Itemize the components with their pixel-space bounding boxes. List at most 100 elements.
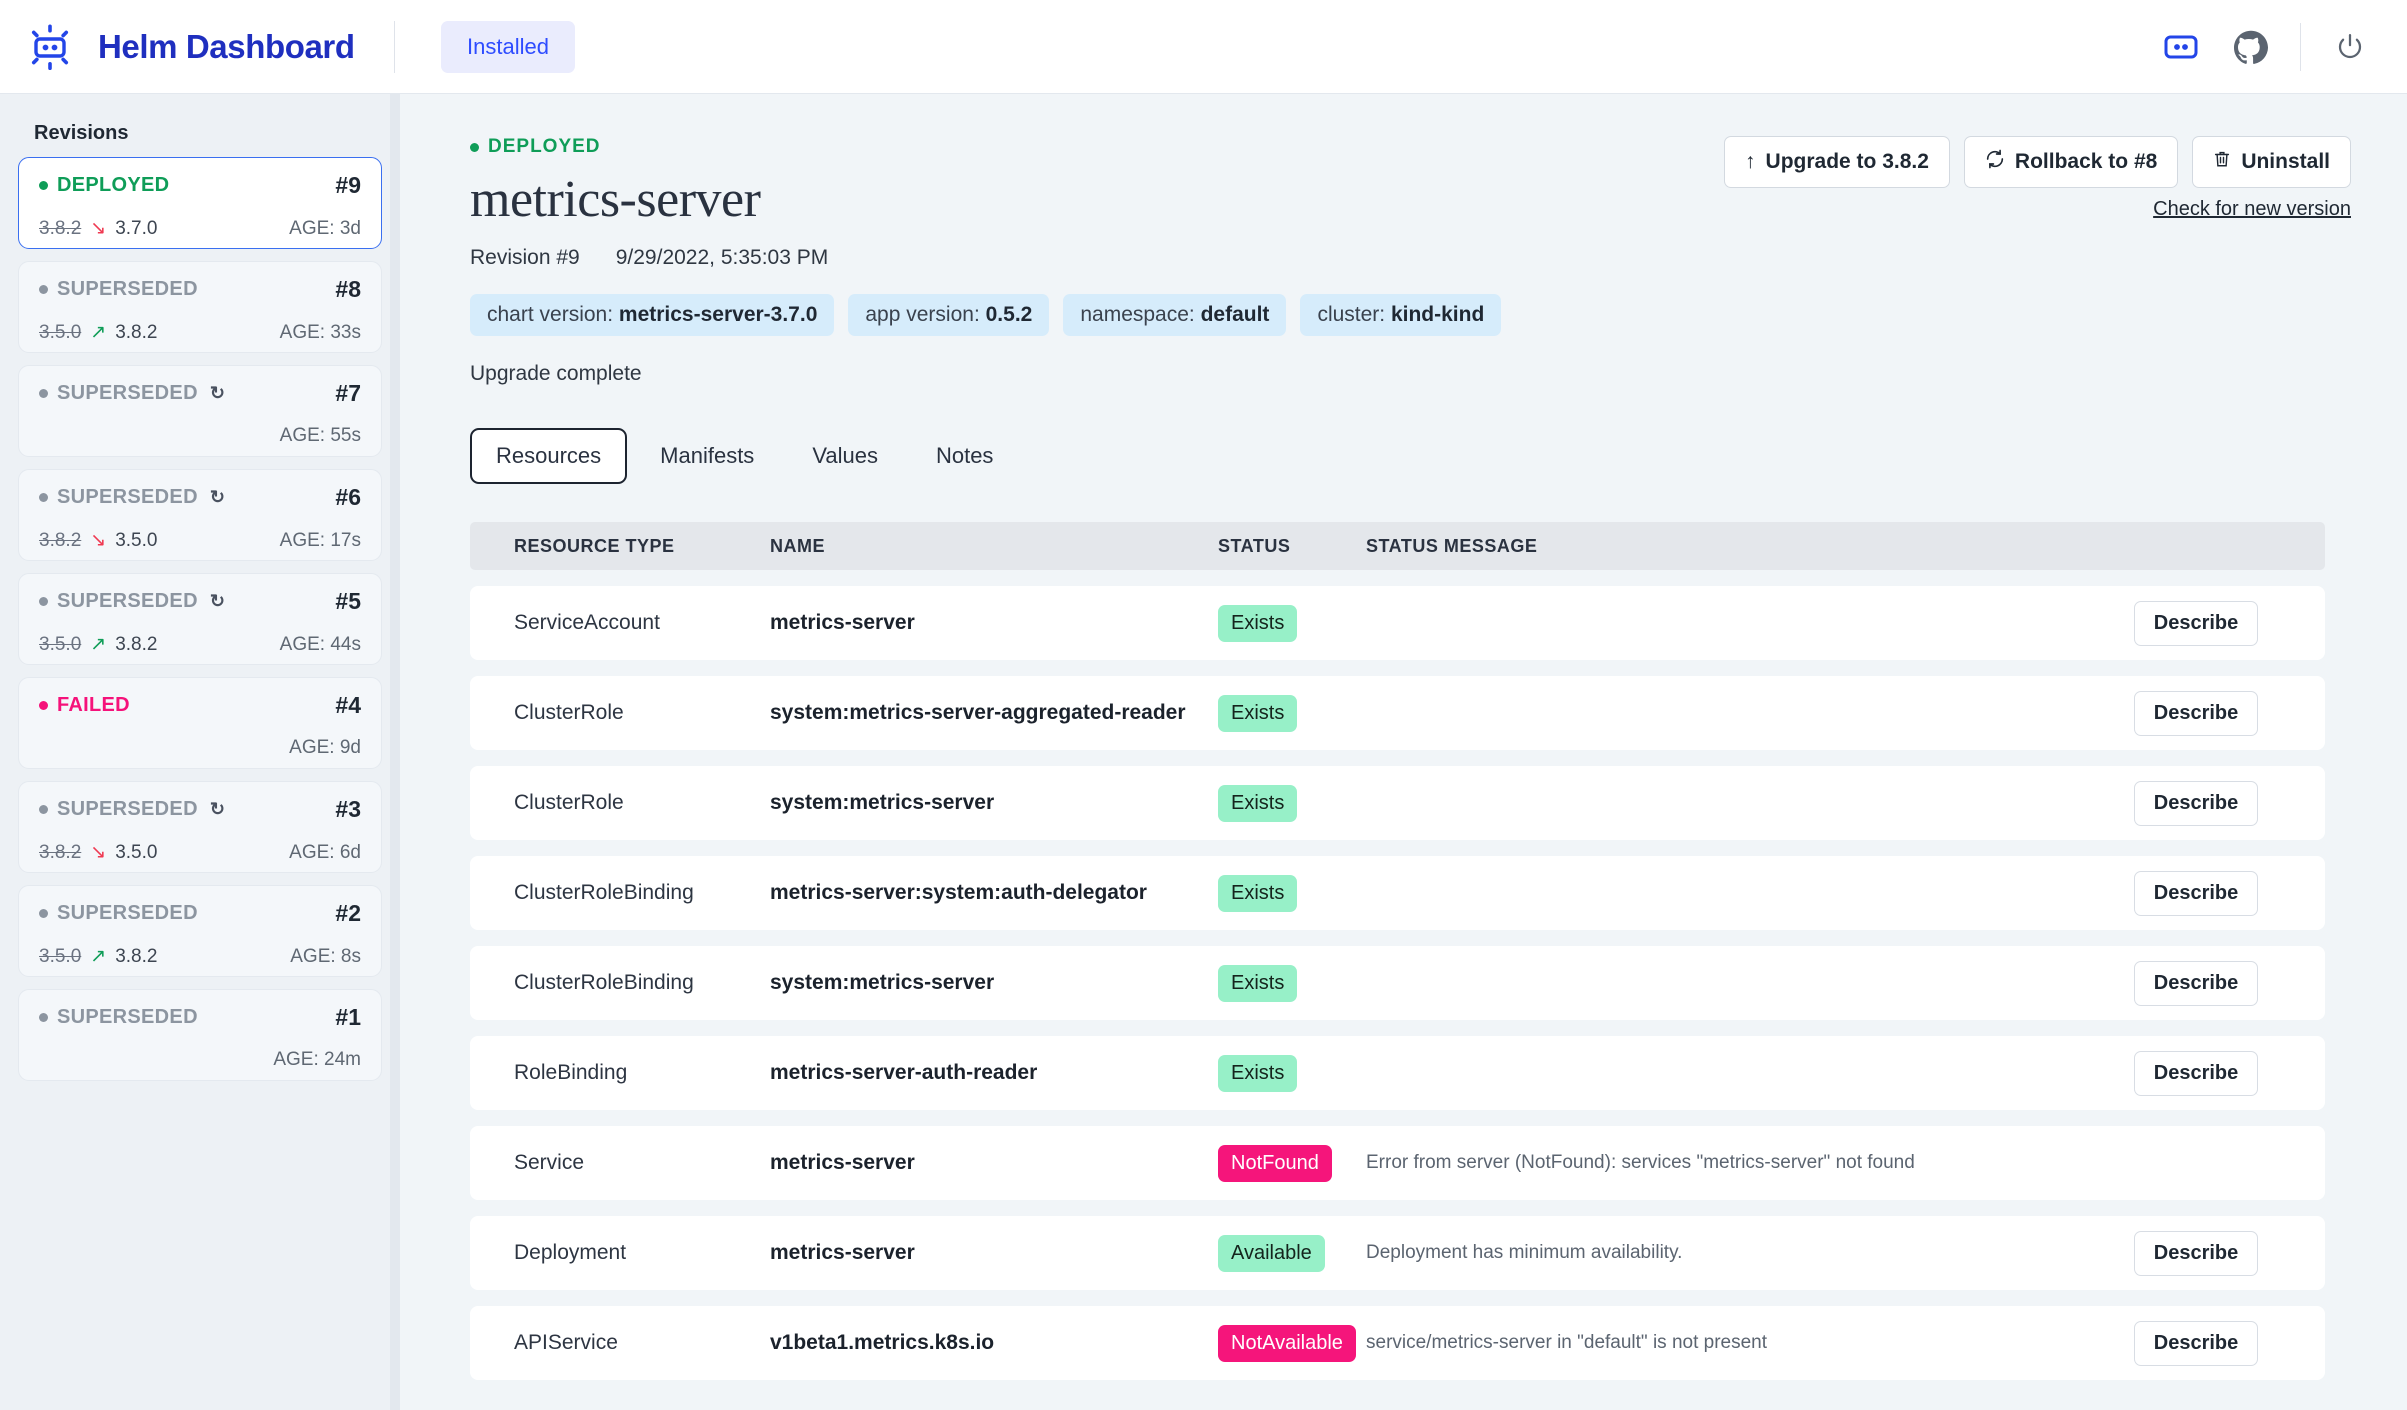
- arrow-down-right-icon: ↘: [90, 530, 107, 551]
- rollback-button[interactable]: Rollback to #8: [1963, 136, 2179, 188]
- release-badges: chart version: metrics-server-3.7.0 app v…: [470, 294, 2351, 336]
- cell-status: Exists: [1218, 784, 1366, 822]
- revision-number: #9: [335, 172, 361, 198]
- status-dot-icon: [39, 389, 48, 398]
- revision-card[interactable]: SUPERSEDED ↻ #5 3.5.0 ↗ 3.8.2 AGE: 44s: [18, 573, 382, 665]
- revision-card-footer: 3.5.0 ↗ 3.8.2 AGE: 33s: [39, 321, 361, 344]
- revision-card[interactable]: SUPERSEDED ↻ #6 3.8.2 ↘ 3.5.0 AGE: 17s: [18, 469, 382, 561]
- tab-resources[interactable]: Resources: [470, 428, 628, 484]
- status-dot-icon: [39, 1013, 48, 1022]
- revision-age: AGE: 55s: [279, 425, 361, 446]
- cell-resource-type: APIService: [514, 1331, 618, 1354]
- revision-version-change: 3.5.0 ↗ 3.8.2: [39, 945, 157, 968]
- revision-age: AGE: 33s: [279, 321, 361, 343]
- status-dot-icon: [39, 909, 48, 918]
- upgrade-button-label: Upgrade to 3.8.2: [1765, 150, 1929, 173]
- cell-status: Available: [1218, 1234, 1366, 1272]
- version-from: 3.5.0: [39, 945, 82, 967]
- revision-card-footer: AGE: 24m: [39, 1049, 361, 1071]
- arrow-down-right-icon: ↘: [90, 218, 107, 239]
- status-dot-icon: [39, 493, 48, 502]
- revision-status-label: SUPERSEDED: [57, 798, 198, 820]
- revision-age: AGE: 44s: [279, 633, 361, 655]
- cell-actions: Describe: [2067, 690, 2325, 736]
- column-resource-type: RESOURCE TYPE: [514, 535, 675, 556]
- cell-name: metrics-server: [770, 611, 915, 634]
- revision-version-change: 3.5.0 ↗ 3.8.2: [39, 321, 157, 344]
- robot-face-icon[interactable]: [2146, 0, 2216, 94]
- uninstall-button[interactable]: Uninstall: [2192, 136, 2351, 188]
- revision-card[interactable]: SUPERSEDED #1 AGE: 24m: [18, 989, 382, 1081]
- cell-status-message: service/metrics-server in "default" is n…: [1366, 1332, 1768, 1353]
- version-to: 3.5.0: [115, 529, 158, 551]
- brand: Helm Dashboard: [0, 21, 366, 73]
- status-badge: NotAvailable: [1218, 1324, 1356, 1362]
- revision-status: SUPERSEDED ↻: [39, 590, 225, 613]
- revision-card-header: SUPERSEDED ↻ #7: [39, 380, 361, 407]
- version-from: 3.8.2: [39, 529, 82, 551]
- describe-button[interactable]: Describe: [2133, 1320, 2259, 1366]
- revision-card-header: SUPERSEDED ↻ #6: [39, 484, 361, 511]
- revision-card[interactable]: SUPERSEDED ↻ #7 AGE: 55s: [18, 365, 382, 457]
- revision-card[interactable]: SUPERSEDED #2 3.5.0 ↗ 3.8.2 AGE: 8s: [18, 885, 382, 977]
- badge-label: namespace:: [1080, 303, 1195, 326]
- github-icon[interactable]: [2216, 0, 2286, 94]
- header-right-divider: [2300, 22, 2301, 71]
- describe-button[interactable]: Describe: [2133, 1230, 2259, 1276]
- describe-button[interactable]: Describe: [2133, 870, 2259, 916]
- cell-resource-type: ServiceAccount: [514, 611, 660, 634]
- installed-tab[interactable]: Installed: [441, 20, 575, 73]
- arrow-up-icon: ↑: [1745, 150, 1756, 173]
- describe-button[interactable]: Describe: [2133, 600, 2259, 646]
- revision-number: #4: [335, 692, 361, 718]
- tab-manifests[interactable]: Manifests: [660, 443, 755, 468]
- revision-card-footer: 3.5.0 ↗ 3.8.2 AGE: 44s: [39, 633, 361, 656]
- sidebar-title: Revisions: [34, 122, 129, 144]
- release-actions: ↑ Upgrade to 3.8.2 Rollback to #8: [1724, 136, 2351, 221]
- column-status: STATUS: [1218, 535, 1291, 556]
- check-new-version-link[interactable]: Check for new version: [2153, 198, 2351, 220]
- revision-number: #7: [335, 380, 361, 406]
- status-badge: Exists: [1218, 1054, 1298, 1092]
- cell-name: system:metrics-server: [770, 971, 995, 994]
- describe-button[interactable]: Describe: [2133, 1050, 2259, 1096]
- revision-version-change: 3.8.2 ↘ 3.5.0: [39, 529, 157, 552]
- version-to: 3.7.0: [115, 217, 158, 239]
- cell-name: v1beta1.metrics.k8s.io: [770, 1331, 995, 1354]
- describe-button[interactable]: Describe: [2133, 690, 2259, 736]
- table-row: Deployment metrics-server Available Deploym…: [470, 1216, 2325, 1290]
- describe-button[interactable]: Describe: [2133, 960, 2259, 1006]
- badge-label: cluster:: [1317, 303, 1386, 326]
- arrow-up-right-icon: ↗: [90, 946, 107, 967]
- table-row: ClusterRoleBinding metrics-server:system:…: [470, 856, 2325, 930]
- upgrade-button[interactable]: ↑ Upgrade to 3.8.2: [1724, 136, 1950, 188]
- cell-status: Exists: [1218, 694, 1366, 732]
- status-badge: Exists: [1218, 964, 1298, 1002]
- cell-actions: Describe: [2067, 960, 2325, 1006]
- rollback-marker-icon: ↻: [209, 591, 226, 611]
- sidebar-scrollbar[interactable]: [390, 94, 400, 1410]
- cell-resource-type: Service: [514, 1151, 585, 1174]
- power-icon[interactable]: [2315, 0, 2385, 94]
- revision-status: DEPLOYED: [39, 174, 169, 197]
- revision-card[interactable]: SUPERSEDED #8 3.5.0 ↗ 3.8.2 AGE: 33s: [18, 261, 382, 353]
- revision-card[interactable]: DEPLOYED #9 3.8.2 ↘ 3.7.0 AGE: 3d: [18, 157, 382, 249]
- revision-status-label: DEPLOYED: [57, 174, 170, 196]
- revision-card[interactable]: FAILED #4 AGE: 9d: [18, 677, 382, 769]
- cell-actions: Describe: [2067, 870, 2325, 916]
- table-row: ClusterRole system:metrics-server-aggrega…: [470, 676, 2325, 750]
- column-status-message: STATUS MESSAGE: [1366, 535, 1538, 556]
- tab-notes[interactable]: Notes: [935, 443, 994, 468]
- describe-button[interactable]: Describe: [2133, 780, 2259, 826]
- revision-status: SUPERSEDED: [39, 1006, 198, 1029]
- release-note: Upgrade complete: [470, 362, 642, 385]
- revision-status-label: SUPERSEDED: [57, 486, 198, 508]
- revision-age: AGE: 24m: [273, 1049, 361, 1070]
- detail-tabs: Resources Manifests Values Notes: [470, 428, 2351, 484]
- revision-card[interactable]: SUPERSEDED ↻ #3 3.8.2 ↘ 3.5.0 AGE: 6d: [18, 781, 382, 873]
- arrow-down-right-icon: ↘: [90, 842, 107, 863]
- tab-values[interactable]: Values: [812, 443, 878, 468]
- table-row: APIService v1beta1.metrics.k8s.io NotAvail…: [470, 1306, 2325, 1380]
- status-badge: Exists: [1218, 604, 1298, 642]
- revision-status: SUPERSEDED: [39, 902, 198, 925]
